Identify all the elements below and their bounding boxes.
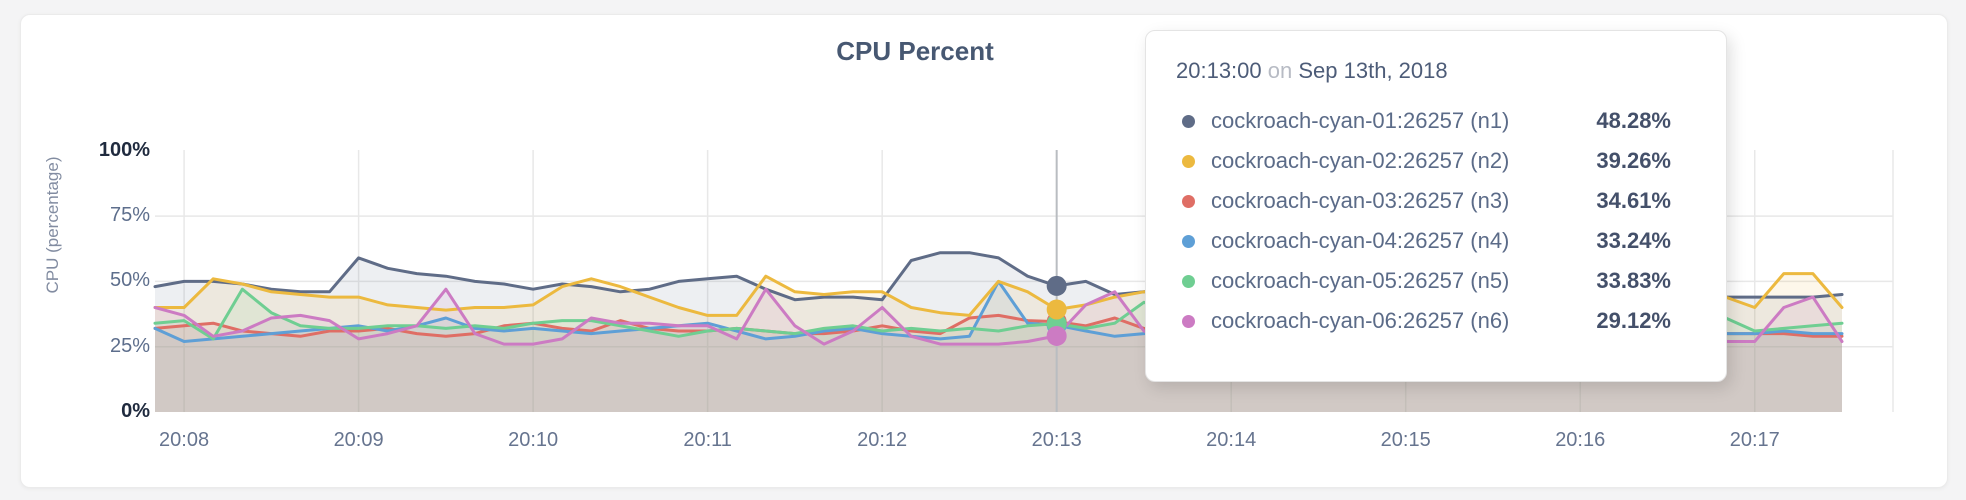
- tooltip-row: cockroach-cyan-02:26257 (n2) 39.26%: [1176, 141, 1671, 181]
- tooltip-node-label: cockroach-cyan-06:26257 (n6): [1211, 308, 1510, 333]
- x-tick-label: 20:11: [683, 429, 732, 451]
- tooltip-date: Sep 13th, 2018: [1298, 58, 1448, 83]
- tooltip-node-label: cockroach-cyan-03:26257 (n3): [1211, 188, 1510, 213]
- tooltip-row: cockroach-cyan-06:26257 (n6) 29.12%: [1176, 301, 1671, 341]
- x-tick-label: 20:13: [1031, 429, 1082, 451]
- tooltip-node-label: cockroach-cyan-04:26257 (n4): [1211, 228, 1510, 253]
- tooltip-on-word: on: [1267, 58, 1293, 83]
- tooltip-node-value: 34.61%: [1596, 188, 1671, 213]
- tooltip-node-value: 33.83%: [1596, 268, 1671, 293]
- tooltip-node-value: 29.12%: [1596, 308, 1671, 333]
- x-tick-label: 20:10: [508, 429, 559, 451]
- x-tick-label: 20:08: [159, 429, 210, 451]
- tooltip-node-label: cockroach-cyan-01:26257 (n1): [1211, 108, 1510, 133]
- x-tick-label: 20:15: [1380, 429, 1431, 451]
- tooltip-node-value: 48.28%: [1596, 108, 1671, 133]
- tooltip-rows: cockroach-cyan-01:26257 (n1) 48.28% cockro…: [1176, 101, 1671, 341]
- tooltip-node-label: cockroach-cyan-05:26257 (n5): [1211, 268, 1510, 293]
- tooltip-row: cockroach-cyan-01:26257 (n1) 48.28%: [1176, 101, 1671, 141]
- hover-dot: [1046, 275, 1067, 296]
- tooltip-header: 20:13:00 on Sep 13th, 2018: [1176, 58, 1671, 84]
- y-tick-label: 50%: [109, 269, 150, 292]
- y-tick-label: 100%: [98, 138, 150, 161]
- tooltip-node-label: cockroach-cyan-02:26257 (n2): [1211, 148, 1510, 173]
- tooltip-row: cockroach-cyan-04:26257 (n4) 33.24%: [1176, 221, 1671, 261]
- series-color-dot-icon: [1182, 114, 1195, 128]
- series-color-dot-icon: [1182, 194, 1195, 208]
- x-tick-label: 20:17: [1729, 429, 1780, 451]
- y-tick-label: 25%: [109, 334, 150, 357]
- hover-tooltip: 20:13:00 on Sep 13th, 2018 cockroach-cya…: [1145, 30, 1727, 382]
- series-color-dot-icon: [1182, 154, 1195, 168]
- hover-dot: [1046, 299, 1067, 320]
- series-color-dot-icon: [1182, 314, 1195, 328]
- x-tick-label: 20:09: [333, 429, 384, 451]
- x-tick-label: 20:12: [857, 429, 908, 451]
- tooltip-node-value: 39.26%: [1596, 148, 1671, 173]
- tooltip-row: cockroach-cyan-05:26257 (n5) 33.83%: [1176, 261, 1671, 301]
- tooltip-time: 20:13:00: [1176, 58, 1262, 83]
- hover-dot: [1046, 325, 1067, 346]
- series-color-dot-icon: [1182, 234, 1195, 248]
- y-tick-label: 0%: [121, 400, 150, 422]
- chart-title: CPU Percent: [836, 36, 994, 66]
- series-color-dot-icon: [1182, 274, 1195, 288]
- x-tick-label: 20:16: [1555, 429, 1606, 451]
- tooltip-node-value: 33.24%: [1596, 228, 1671, 253]
- y-tick-label: 75%: [109, 204, 150, 227]
- x-tick-label: 20:14: [1206, 429, 1257, 451]
- tooltip-row: cockroach-cyan-03:26257 (n3) 34.61%: [1176, 181, 1671, 221]
